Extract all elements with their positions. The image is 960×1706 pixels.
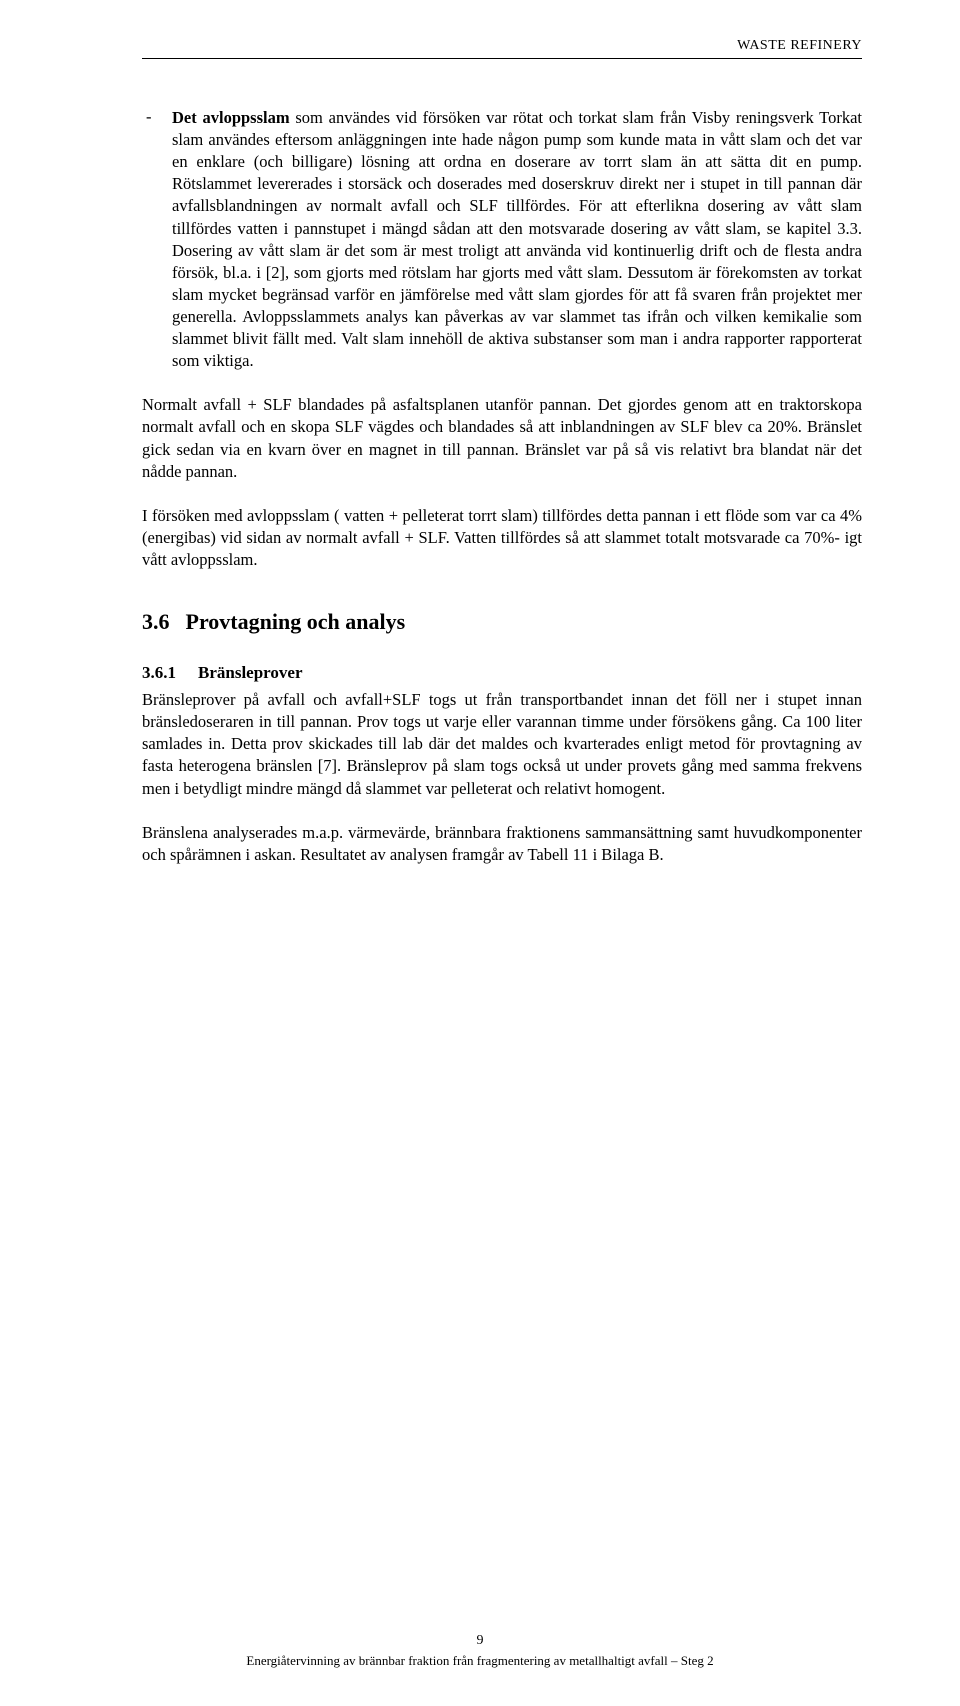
bullet-dash: - <box>142 107 172 372</box>
bullet-lead: Det avloppsslam <box>172 108 290 127</box>
page-number: 9 <box>0 1632 960 1651</box>
footer-line: Energiåtervinning av brännbar fraktion f… <box>0 1652 960 1670</box>
bullet-body: som användes vid försöken var rötat och … <box>172 108 862 370</box>
subheading-number: 3.6.1 <box>142 663 176 683</box>
heading-number: 3.6 <box>142 609 170 635</box>
bullet-item: - Det avloppsslam som användes vid försö… <box>142 107 862 372</box>
heading-title: Provtagning och analys <box>186 609 406 634</box>
bullet-text: Det avloppsslam som användes vid försöke… <box>172 107 862 372</box>
page-footer: 9 Energiåtervinning av brännbar fraktion… <box>0 1632 960 1670</box>
page-header: WASTE REFINERY <box>142 38 862 54</box>
paragraph-4: Bränslena analyserades m.a.p. värmevärde… <box>142 822 862 866</box>
heading-3-6-1: 3.6.1 Bränsleprover <box>142 663 862 683</box>
paragraph-2: I försöken med avloppsslam ( vatten + pe… <box>142 505 862 571</box>
subheading-title: Bränsleprover <box>198 663 303 682</box>
paragraph-3: Bränsleprover på avfall och avfall+SLF t… <box>142 689 862 800</box>
heading-3-6: 3.6 Provtagning och analys <box>142 609 862 635</box>
paragraph-1: Normalt avfall + SLF blandades på asfalt… <box>142 394 862 482</box>
header-rule <box>142 58 862 59</box>
